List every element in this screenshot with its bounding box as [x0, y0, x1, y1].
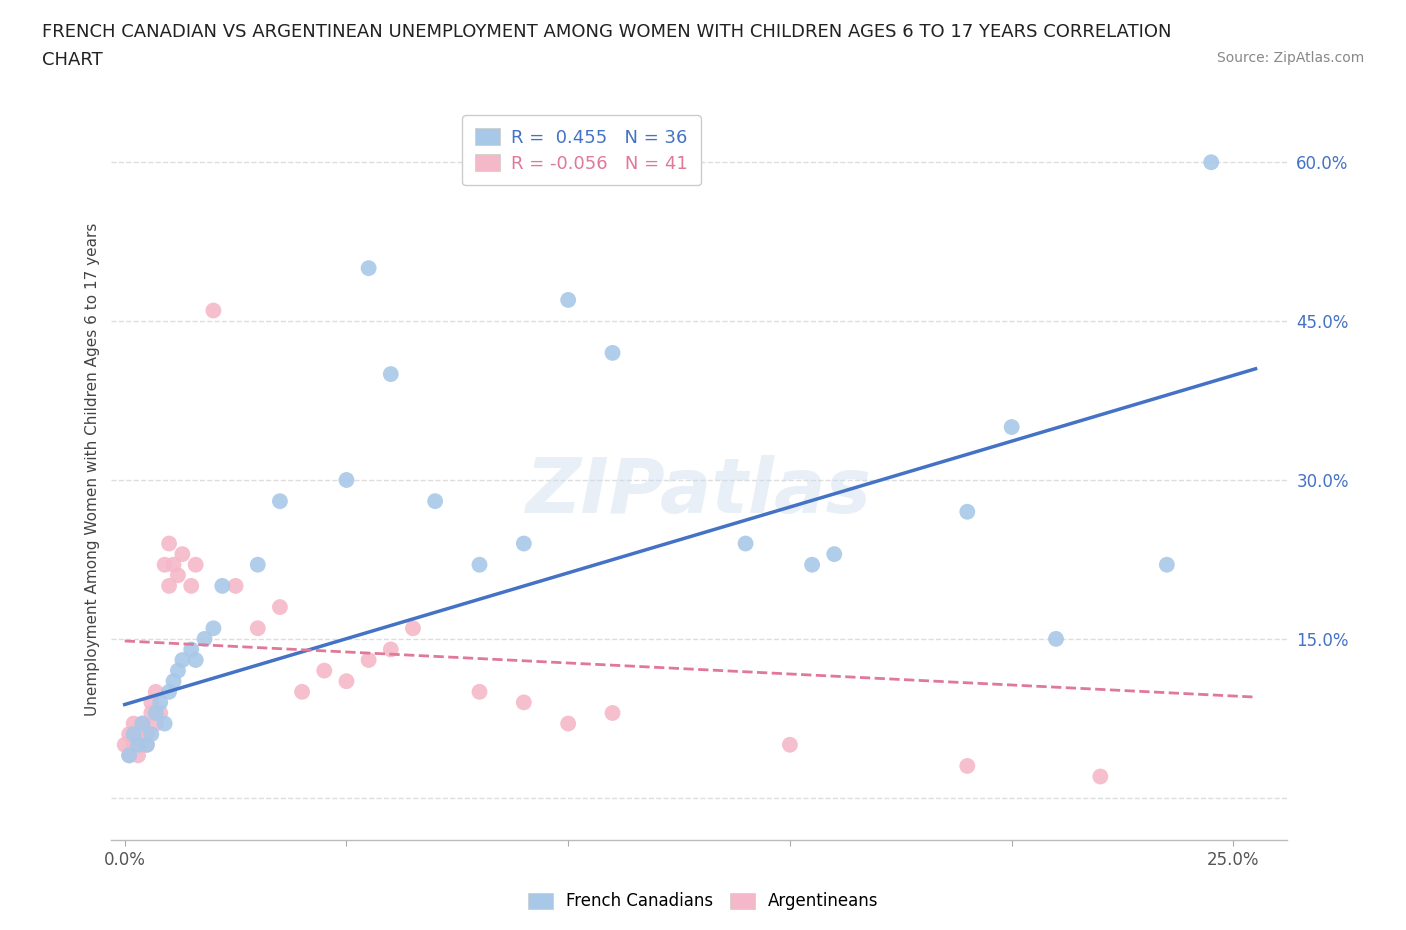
Point: [153, 716, 176, 731]
Point: [167, 663, 190, 678]
Point: [162, 557, 184, 572]
Point: [468, 557, 491, 572]
Point: [167, 568, 190, 583]
Point: [513, 695, 536, 710]
Point: [357, 653, 380, 668]
Point: [225, 578, 247, 593]
Point: [145, 684, 167, 699]
Point: [180, 642, 202, 657]
Point: [956, 759, 979, 774]
Text: Source: ZipAtlas.com: Source: ZipAtlas.com: [1216, 51, 1364, 65]
Point: [402, 621, 425, 636]
Point: [157, 684, 180, 699]
Point: [122, 726, 145, 741]
Point: [1001, 419, 1024, 434]
Point: [122, 716, 145, 731]
Point: [131, 716, 153, 731]
Point: [314, 663, 336, 678]
Point: [118, 748, 141, 763]
Point: [1156, 557, 1178, 572]
Legend: French Canadians, Argentineans: French Canadians, Argentineans: [520, 885, 886, 917]
Point: [202, 303, 225, 318]
Point: [269, 600, 291, 615]
Point: [172, 547, 194, 562]
Point: [269, 494, 291, 509]
Point: [180, 578, 202, 593]
Point: [135, 737, 157, 752]
Point: [734, 536, 756, 551]
Point: [380, 366, 402, 381]
Point: [145, 716, 167, 731]
Text: CHART: CHART: [42, 51, 103, 69]
Point: [291, 684, 314, 699]
Point: [246, 557, 269, 572]
Point: [602, 706, 624, 721]
Legend: R =  0.455   N = 36, R = -0.056   N = 41: R = 0.455 N = 36, R = -0.056 N = 41: [463, 115, 700, 185]
Point: [131, 716, 153, 731]
Point: [135, 737, 157, 752]
Point: [149, 706, 172, 721]
Point: [141, 695, 163, 710]
Point: [118, 748, 141, 763]
Point: [162, 673, 184, 688]
Point: [114, 737, 136, 752]
Point: [127, 737, 149, 752]
Point: [357, 260, 380, 275]
Point: [1199, 154, 1222, 169]
Text: FRENCH CANADIAN VS ARGENTINEAN UNEMPLOYMENT AMONG WOMEN WITH CHILDREN AGES 6 TO : FRENCH CANADIAN VS ARGENTINEAN UNEMPLOYM…: [42, 23, 1171, 41]
Point: [131, 737, 153, 752]
Point: [335, 472, 357, 487]
Point: [135, 726, 157, 741]
Point: [956, 504, 979, 519]
Point: [118, 726, 141, 741]
Point: [122, 737, 145, 752]
Point: [380, 642, 402, 657]
Point: [145, 706, 167, 721]
Point: [157, 578, 180, 593]
Point: [557, 293, 579, 308]
Point: [423, 494, 446, 509]
Point: [172, 653, 194, 668]
Point: [184, 653, 207, 668]
Point: [211, 578, 233, 593]
Point: [141, 706, 163, 721]
Point: [468, 684, 491, 699]
Point: [335, 673, 357, 688]
Point: [157, 536, 180, 551]
Point: [823, 547, 845, 562]
Point: [184, 557, 207, 572]
Point: [602, 345, 624, 360]
Point: [153, 557, 176, 572]
Point: [127, 748, 149, 763]
Point: [202, 621, 225, 636]
Point: [779, 737, 801, 752]
Point: [141, 726, 163, 741]
Point: [246, 621, 269, 636]
Point: [127, 726, 149, 741]
Point: [1090, 769, 1112, 784]
Point: [1045, 631, 1067, 646]
Point: [557, 716, 579, 731]
Point: [193, 631, 215, 646]
Text: ZIPatlas: ZIPatlas: [526, 455, 872, 528]
Point: [149, 695, 172, 710]
Y-axis label: Unemployment Among Women with Children Ages 6 to 17 years: Unemployment Among Women with Children A…: [86, 222, 100, 716]
Point: [513, 536, 536, 551]
Point: [801, 557, 824, 572]
